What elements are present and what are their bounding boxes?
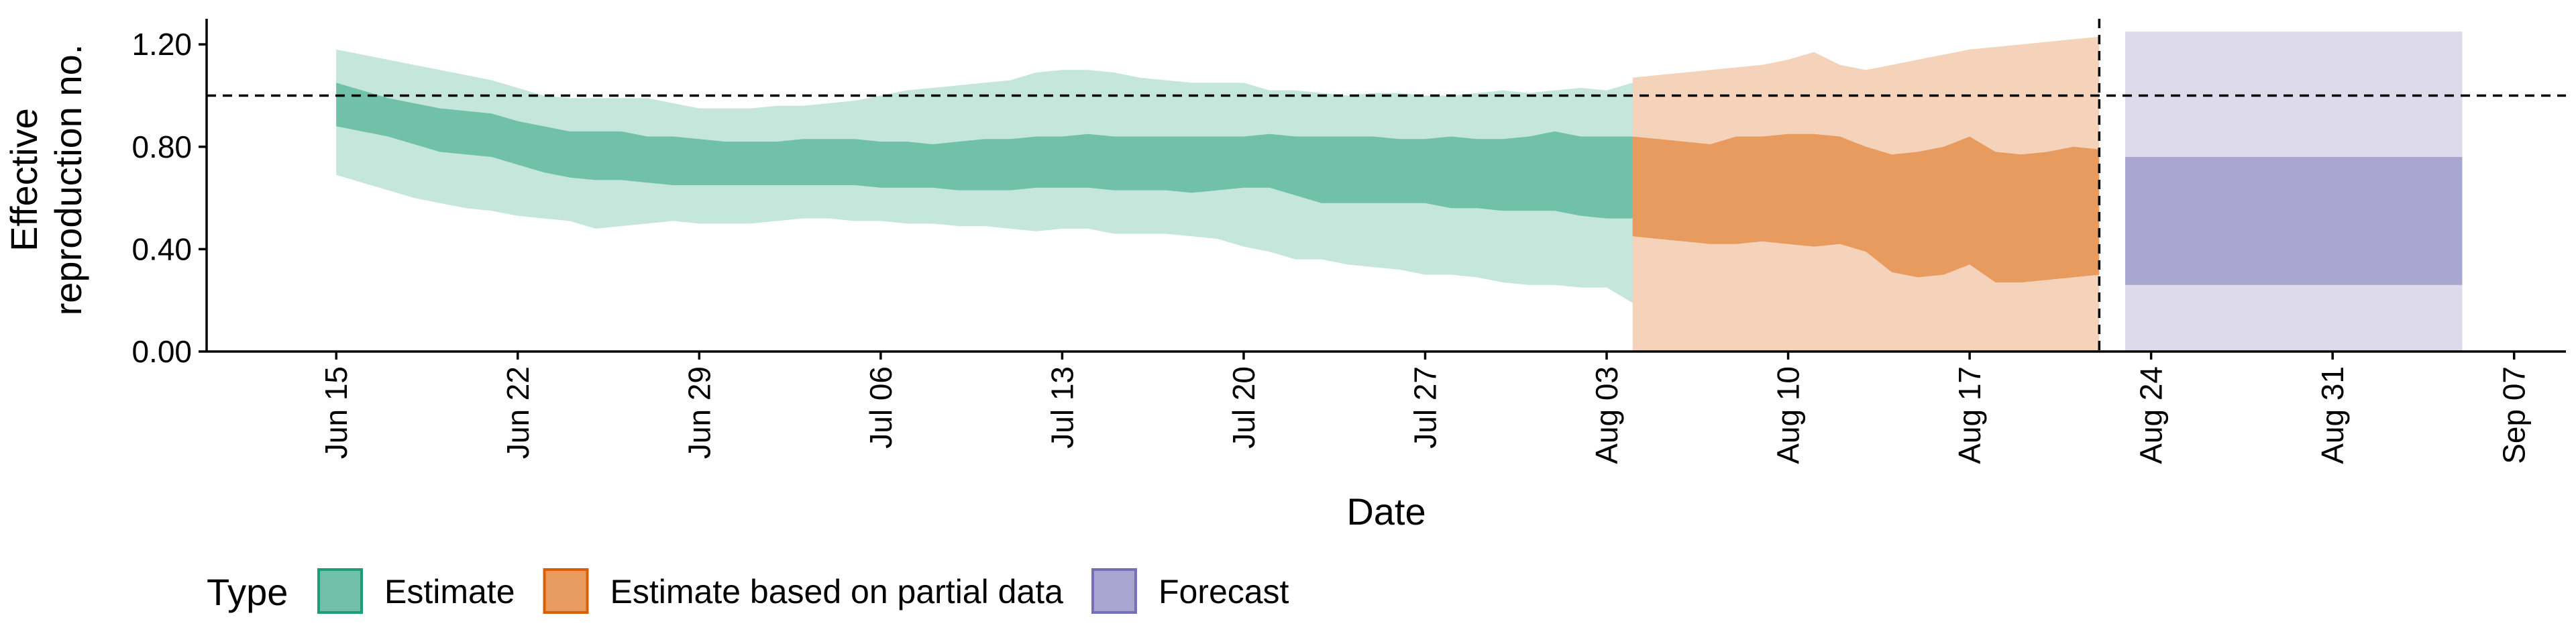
y-tick-label: 1.20: [131, 27, 192, 62]
legend-label-estimate-based-on-partial-data: Estimate based on partial data: [610, 573, 1064, 610]
reference-lines: [207, 19, 2566, 352]
x-tick-label: Aug 17: [1952, 366, 1987, 464]
legend-swatch-estimate: [317, 568, 363, 614]
x-tick-label: Aug 31: [2315, 366, 2350, 464]
x-tick-label: Aug 03: [1589, 366, 1624, 464]
bands-layer: [336, 32, 2463, 352]
x-tick-label: Jun 22: [500, 366, 535, 459]
x-tick-label: Sep 07: [2497, 366, 2532, 464]
x-axis-title: Date: [1346, 490, 1426, 533]
x-tick-label: Aug 10: [1771, 366, 1806, 464]
x-tick-label: Jul 06: [863, 366, 898, 449]
x-tick-label: Jul 20: [1226, 366, 1261, 449]
y-tick-label: 0.40: [131, 231, 192, 266]
x-tick-label: Aug 24: [2134, 366, 2169, 464]
y-axis-title-line: reproduction no.: [47, 44, 89, 316]
y-axis-title: Effectivereproduction no.: [3, 44, 89, 316]
x-tick-label: Jul 27: [1407, 366, 1442, 449]
axes: 0.00 0.40 0.80 1.20 Jun 15 Jun 22 Jun 29 Jul 06…: [3, 19, 2566, 533]
legend: Type Estimate Estimate based on partial da…: [207, 568, 1289, 614]
x-tick-label: Jun 15: [319, 366, 354, 459]
legend-label-forecast: Forecast: [1159, 573, 1289, 610]
x-tick-label: Jun 29: [682, 366, 716, 459]
legend-swatch-forecast: [1091, 568, 1137, 614]
legend-title: Type: [207, 571, 288, 613]
legend-swatch-estimate-based-on-partial-data: [543, 568, 589, 614]
y-tick-label: 0.00: [131, 334, 192, 369]
legend-label-estimate: Estimate: [384, 573, 515, 610]
estimate-inner-band: [336, 83, 1788, 224]
x-tick-label: Jul 13: [1044, 366, 1079, 449]
y-tick-label: 0.80: [131, 129, 192, 164]
estimate-based-on-partial-data-inner-band: [1632, 133, 2100, 282]
forecast-inner-band: [2125, 157, 2463, 285]
y-axis-title-line: Effective: [3, 108, 45, 252]
